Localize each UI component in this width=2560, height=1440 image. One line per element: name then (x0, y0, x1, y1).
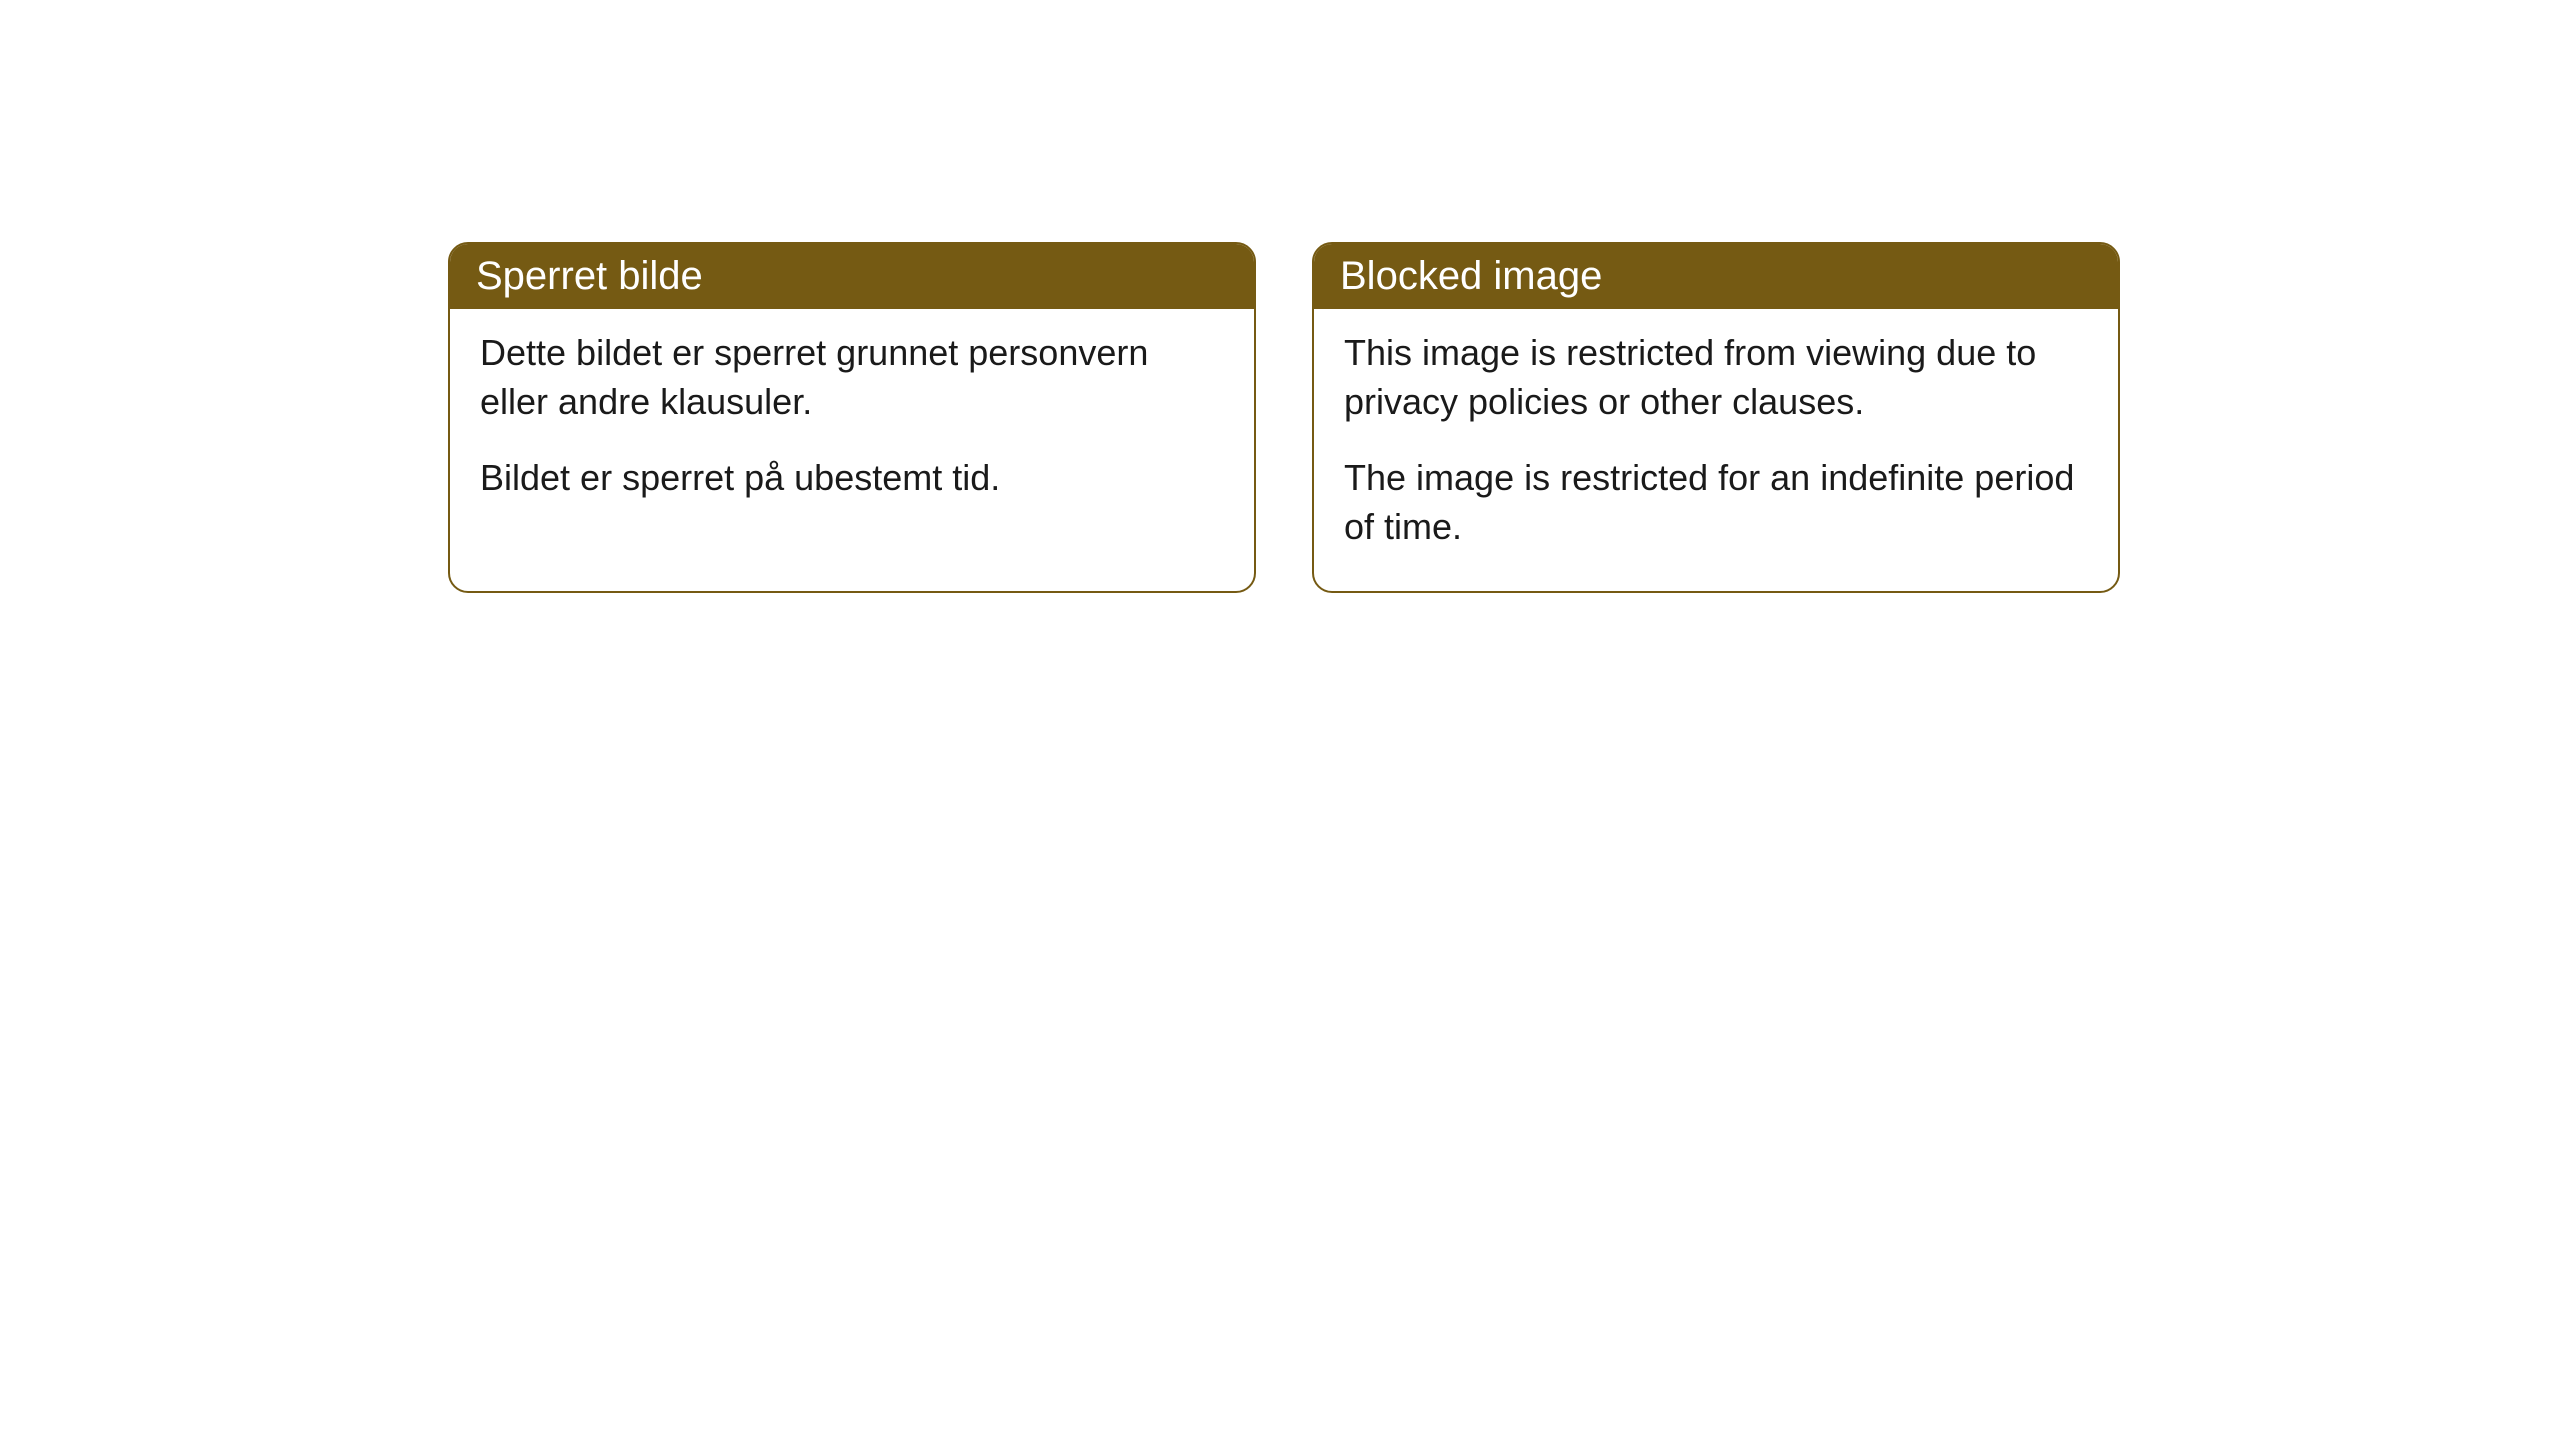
card-header-norwegian: Sperret bilde (450, 244, 1254, 309)
card-body-english: This image is restricted from viewing du… (1314, 309, 2118, 591)
cards-container: Sperret bilde Dette bildet er sperret gr… (448, 242, 2120, 593)
card-norwegian: Sperret bilde Dette bildet er sperret gr… (448, 242, 1256, 593)
card-english: Blocked image This image is restricted f… (1312, 242, 2120, 593)
card-paragraph: Bildet er sperret på ubestemt tid. (480, 454, 1224, 503)
card-header-english: Blocked image (1314, 244, 2118, 309)
card-paragraph: This image is restricted from viewing du… (1344, 329, 2088, 426)
card-paragraph: Dette bildet er sperret grunnet personve… (480, 329, 1224, 426)
card-body-norwegian: Dette bildet er sperret grunnet personve… (450, 309, 1254, 543)
card-paragraph: The image is restricted for an indefinit… (1344, 454, 2088, 551)
